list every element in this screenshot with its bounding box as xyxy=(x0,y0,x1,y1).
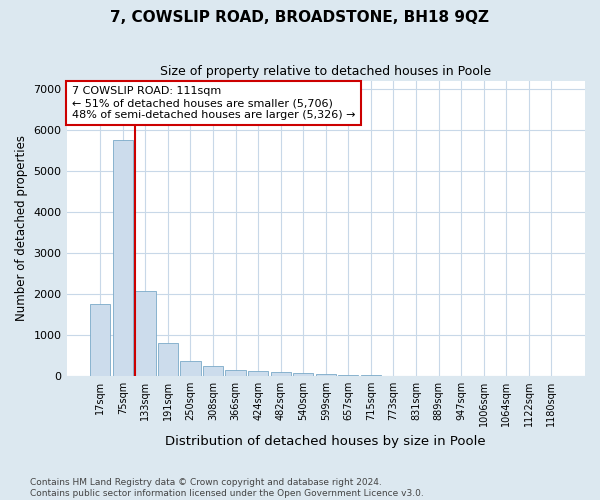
Text: 7 COWSLIP ROAD: 111sqm
← 51% of detached houses are smaller (5,706)
48% of semi-: 7 COWSLIP ROAD: 111sqm ← 51% of detached… xyxy=(72,86,355,120)
Bar xyxy=(90,304,110,376)
Bar xyxy=(293,373,313,376)
X-axis label: Distribution of detached houses by size in Poole: Distribution of detached houses by size … xyxy=(166,434,486,448)
Bar xyxy=(338,374,358,376)
Text: Contains HM Land Registry data © Crown copyright and database right 2024.
Contai: Contains HM Land Registry data © Crown c… xyxy=(30,478,424,498)
Bar xyxy=(316,374,336,376)
Text: 7, COWSLIP ROAD, BROADSTONE, BH18 9QZ: 7, COWSLIP ROAD, BROADSTONE, BH18 9QZ xyxy=(110,10,490,25)
Bar xyxy=(113,140,133,376)
Title: Size of property relative to detached houses in Poole: Size of property relative to detached ho… xyxy=(160,65,491,78)
Bar xyxy=(181,360,200,376)
Bar xyxy=(271,372,291,376)
Y-axis label: Number of detached properties: Number of detached properties xyxy=(15,135,28,321)
Bar xyxy=(226,370,246,376)
Bar xyxy=(361,375,381,376)
Bar xyxy=(248,372,268,376)
Bar xyxy=(135,290,155,376)
Bar xyxy=(158,343,178,376)
Bar xyxy=(203,366,223,376)
